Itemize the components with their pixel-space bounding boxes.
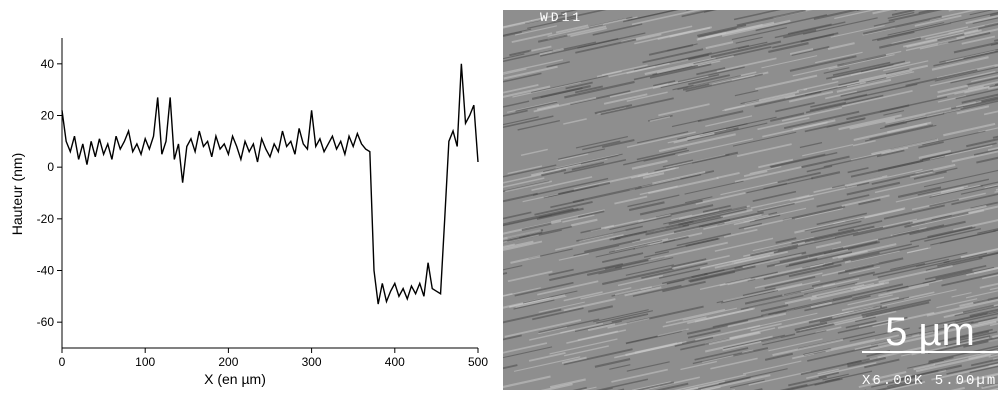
y-tick-label: 0 [47, 160, 54, 174]
texture [909, 0, 973, 5]
image-info: X6.00K 5.00µm [862, 373, 997, 389]
y-tick-label: 20 [41, 109, 55, 123]
texture [968, 0, 998, 5]
image-label: WD11 [540, 10, 583, 25]
x-tick-label: 300 [302, 355, 322, 369]
x-tick-label: 500 [468, 355, 488, 369]
texture [632, 0, 686, 9]
texture [895, 0, 955, 10]
texture [968, 0, 996, 6]
texture [749, 0, 812, 6]
x-tick-label: 0 [59, 355, 66, 369]
texture [699, 3, 723, 8]
y-tick-label: -20 [37, 212, 55, 226]
texture [857, 0, 910, 10]
texture [949, 5, 973, 10]
texture [892, 0, 970, 6]
scale-bar-label: 5 µm [885, 310, 975, 354]
texture [966, 0, 998, 7]
y-tick-label: 40 [41, 57, 55, 71]
texture [686, 0, 730, 10]
x-tick-label: 400 [385, 355, 405, 369]
texture [864, 0, 904, 6]
x-tick-label: 100 [135, 355, 155, 369]
texture [844, 0, 914, 7]
x-tick-label: 200 [218, 355, 238, 369]
profile-line [62, 64, 478, 304]
x-axis-label: X (en µm) [204, 371, 266, 387]
y-tick-label: -40 [37, 264, 55, 278]
texture [804, 0, 842, 7]
y-axis-label: Hauteur (nm) [9, 153, 25, 235]
y-tick-label: -60 [37, 315, 55, 329]
texture [746, 0, 813, 9]
texture [508, 0, 578, 6]
texture [482, 0, 527, 7]
